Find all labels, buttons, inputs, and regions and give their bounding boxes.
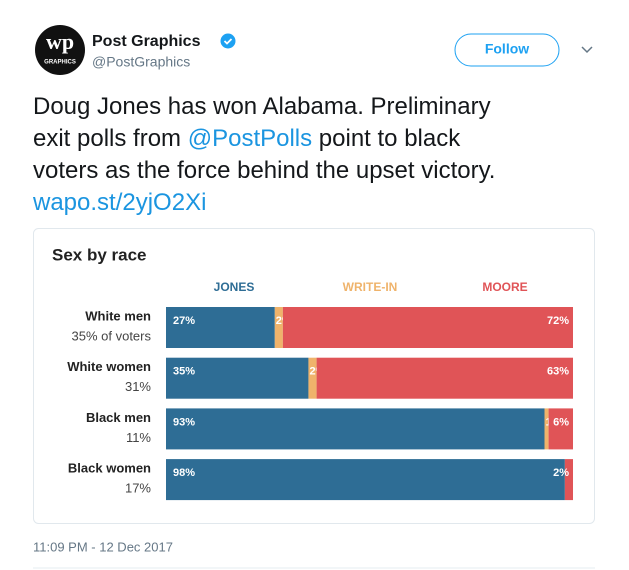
bar-segment [166,459,565,501]
avatar-sub: GRAPHICS [44,60,76,66]
tweet-span: exit polls from [33,125,188,152]
tweet-span: point to black [312,125,461,152]
value-label: 63% [547,366,569,378]
value-label: 35% [173,366,195,378]
category-note: 11% [126,430,151,445]
value-label: 2% [553,467,569,479]
chart: JONES WRITE-IN MOORE White men 35% of voters… [67,280,573,501]
bar-segment [316,357,573,399]
value-label: 93% [173,416,195,428]
category-note: 31% [125,379,151,394]
account-handle[interactable]: @PostGraphics [92,54,190,70]
value-label: 6% [553,416,569,428]
tweet-text: Doug Jones has won Alabama. Preliminary e… [32,93,495,216]
legend-label: MOORE [482,280,527,294]
timestamp[interactable]: 11:09 PM - 12 Dec 2017 [33,539,173,554]
category-label: Black women [68,461,151,476]
tweet-span: voters as the force behind the upset vic… [33,157,495,184]
category-label: Black men [86,410,151,425]
account-name[interactable]: Post Graphics [92,33,201,50]
bar-segment [548,408,573,450]
category-label: White men [85,308,151,323]
category-label: White women [67,359,151,374]
value-label: 98% [173,467,195,479]
tweet-line: exit polls from @PostPolls point to blac… [33,125,461,152]
value-label: 72% [547,315,569,327]
bar-segment [166,357,309,399]
bar-segment [282,307,573,348]
legend-label: WRITE-IN [343,280,398,294]
value-label: 1 [546,416,552,428]
category-note: 17% [125,481,151,496]
bar-segment [544,408,549,450]
avatar[interactable] [35,25,85,75]
follow-button[interactable] [454,33,560,67]
bar-segment [564,459,573,501]
category-note: 35% of voters [72,328,152,343]
tweet-line: Doug Jones has won Alabama. Preliminary [33,93,491,120]
bar-segment [308,357,317,399]
tweet-span: Doug Jones has won Alabama. Preliminary [33,93,491,120]
tweet-line: voters as the force behind the upset vic… [33,157,495,184]
verified-badge [220,33,236,49]
bar-segment [274,307,283,348]
follow-label: Follow [485,41,529,57]
avatar-logo: wp [46,29,74,54]
tweet-line: wapo.st/2yjO2Xi [32,189,206,216]
legend-label: JONES [214,280,255,294]
verified-check [223,38,233,45]
value-label: 27% [173,315,195,327]
bar-segment [166,408,545,450]
tweet-link[interactable]: @PostPolls [188,125,312,152]
bar-segment [166,307,275,348]
chart-title: Sex by race [52,245,147,264]
tweet-link[interactable]: wapo.st/2yjO2Xi [32,189,206,216]
more-menu[interactable] [581,46,593,54]
